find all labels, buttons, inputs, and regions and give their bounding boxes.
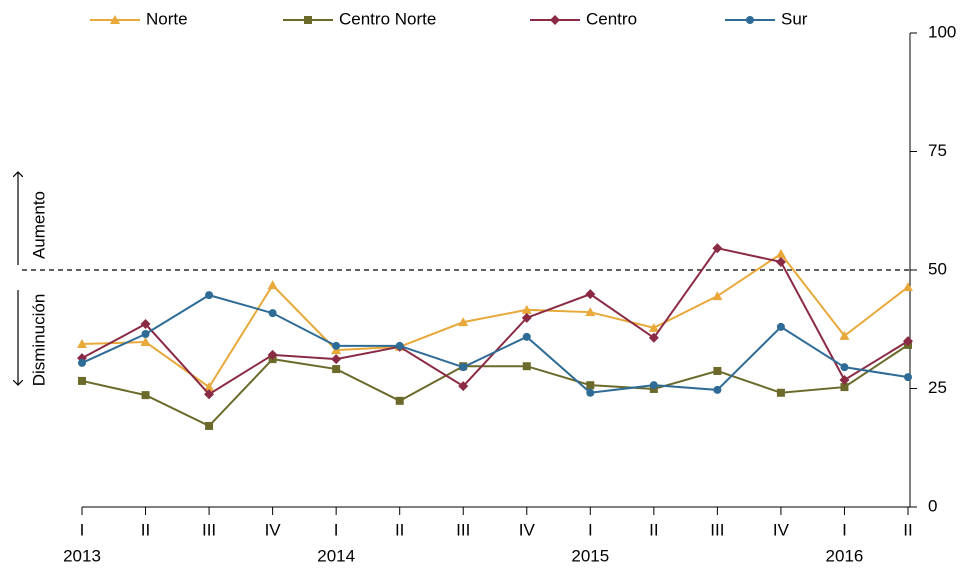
x-tick-label: II (649, 520, 658, 539)
x-tick-label: I (334, 520, 339, 539)
marker (839, 374, 850, 385)
marker (78, 376, 86, 385)
year-label: 2013 (63, 546, 101, 565)
year-label: 2014 (317, 546, 355, 565)
marker (713, 385, 722, 394)
marker (746, 16, 754, 24)
marker (904, 373, 912, 382)
marker (648, 332, 659, 343)
marker (458, 381, 469, 392)
x-tick-label: IV (519, 520, 536, 539)
marker (141, 391, 150, 400)
legend-label: Norte (146, 9, 188, 28)
marker (840, 363, 849, 372)
year-label: 2016 (826, 546, 864, 565)
marker (77, 338, 87, 348)
x-tick-label: IV (773, 520, 790, 539)
x-tick-label: I (80, 520, 85, 539)
marker (585, 307, 596, 317)
marker (267, 280, 278, 290)
year-label: 2015 (571, 546, 609, 565)
marker (140, 337, 151, 347)
marker (332, 341, 341, 350)
series-line (81, 294, 909, 394)
marker (521, 312, 532, 323)
marker (204, 382, 215, 392)
marker (395, 396, 404, 405)
marker (903, 336, 913, 347)
marker (110, 15, 120, 24)
marker (550, 15, 560, 25)
marker (585, 289, 596, 300)
marker (586, 381, 595, 390)
marker (331, 354, 342, 365)
x-tick-label: IV (265, 520, 282, 539)
y-tick-label: 0 (928, 496, 937, 515)
x-tick-label: I (588, 520, 593, 539)
marker (267, 349, 278, 360)
marker (458, 317, 469, 327)
marker (840, 383, 849, 392)
x-tick-label: II (395, 520, 404, 539)
annotation: Disminución (29, 294, 48, 387)
marker (78, 358, 86, 367)
marker (649, 381, 658, 390)
y-tick-label: 75 (928, 141, 947, 160)
marker (775, 256, 786, 267)
x-tick-label: III (456, 520, 470, 539)
marker (775, 248, 786, 258)
marker (304, 16, 312, 24)
series-line (81, 344, 909, 428)
marker (648, 322, 659, 332)
x-tick-label: II (141, 520, 150, 539)
marker (395, 341, 404, 350)
x-tick-label: III (202, 520, 216, 539)
marker (586, 388, 595, 397)
marker (205, 421, 214, 430)
y-tick-label: 25 (928, 378, 947, 397)
marker (204, 389, 215, 400)
marker (141, 329, 150, 338)
y-tick-label: 100 (928, 22, 956, 41)
x-tick-label: II (903, 520, 912, 539)
marker (713, 366, 722, 375)
marker (205, 291, 214, 300)
marker (712, 291, 723, 301)
marker (522, 362, 531, 371)
marker (776, 322, 785, 331)
x-tick-label: I (842, 520, 847, 539)
marker (521, 304, 532, 314)
legend-label: Centro (586, 9, 637, 28)
annotation: Aumento (29, 191, 48, 259)
marker (140, 319, 151, 330)
legend-label: Centro Norte (339, 9, 436, 28)
legend-label: Sur (781, 9, 808, 28)
marker (459, 363, 468, 372)
y-tick-label: 50 (928, 259, 947, 278)
marker (776, 388, 785, 397)
marker (903, 282, 913, 292)
marker (522, 332, 531, 341)
marker (268, 309, 277, 318)
marker (839, 330, 850, 340)
x-tick-label: III (710, 520, 724, 539)
marker (332, 365, 341, 374)
series-line (81, 252, 909, 389)
marker (712, 243, 723, 254)
